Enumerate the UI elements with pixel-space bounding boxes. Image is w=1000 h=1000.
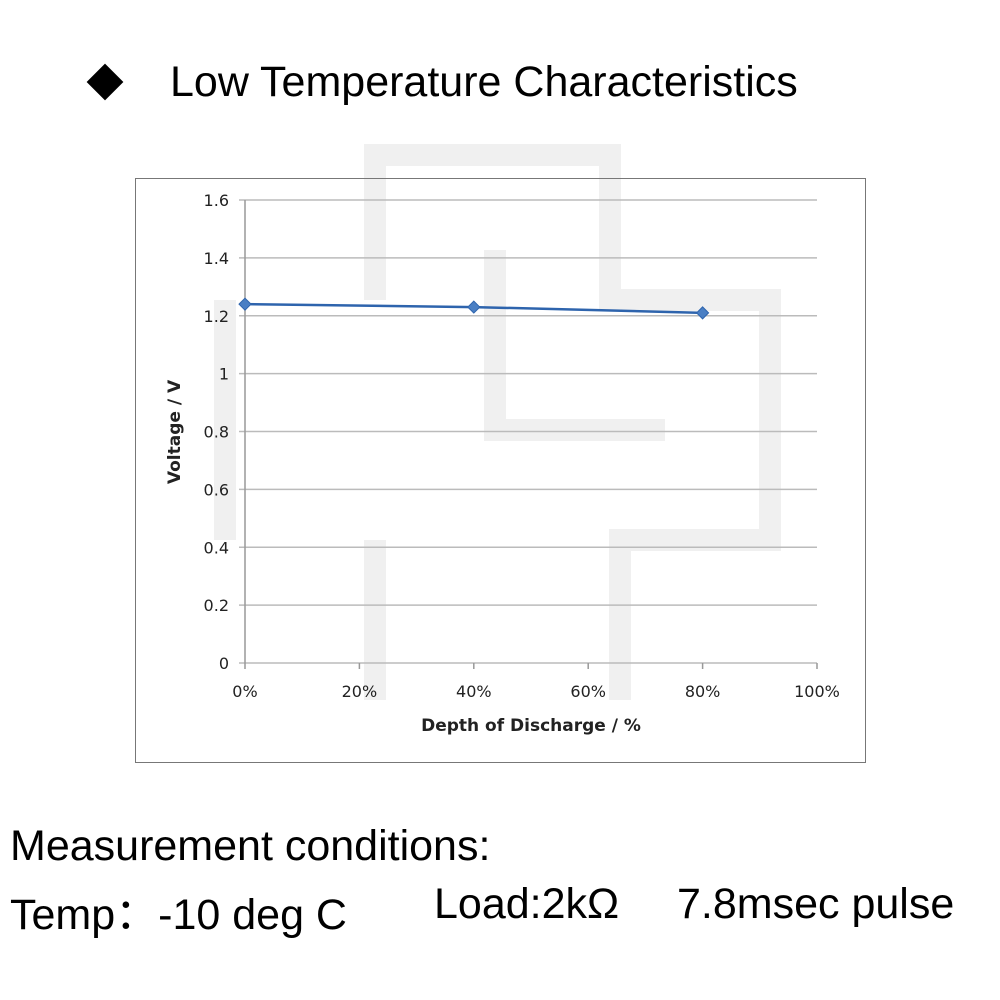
y-tick-label: 0.4: [204, 538, 229, 557]
title-text: Low Temperature Characteristics: [170, 58, 798, 106]
x-tick-label: 0%: [232, 682, 257, 701]
section-title: Low Temperature Characteristics: [84, 58, 798, 107]
conditions-load: Load:2kΩ: [434, 880, 620, 928]
y-tick-label: 0.6: [204, 480, 229, 499]
data-point-marker: [695, 306, 710, 320]
conditions-pulse: 7.8msec pulse: [677, 880, 955, 928]
y-tick-label: 1.2: [204, 307, 229, 326]
x-tick-label: 100%: [794, 682, 840, 701]
y-tick-label: 1: [219, 365, 229, 384]
watermark-cross-shape: [214, 144, 781, 700]
y-tick-label: 1.6: [204, 191, 229, 210]
chart-frame: [135, 178, 866, 763]
conditions-heading: Measurement conditions:: [10, 822, 491, 870]
y-tick-label: 1.4: [204, 249, 229, 268]
x-tick-label: 60%: [570, 682, 606, 701]
conditions-temp: Temp：-10 deg C: [10, 891, 347, 939]
y-tick-label: 0.2: [204, 596, 229, 615]
data-point-marker: [238, 297, 252, 311]
x-tick-label: 40%: [456, 682, 492, 701]
y-axis-label: Voltage / V: [165, 379, 185, 484]
y-tick-label: 0.8: [204, 423, 229, 442]
x-tick-label: 20%: [342, 682, 378, 701]
x-tick-label: 80%: [685, 682, 721, 701]
data-point-marker: [467, 300, 481, 314]
x-axis-label: Depth of Discharge / %: [421, 716, 641, 736]
y-tick-label: 0: [219, 654, 229, 673]
